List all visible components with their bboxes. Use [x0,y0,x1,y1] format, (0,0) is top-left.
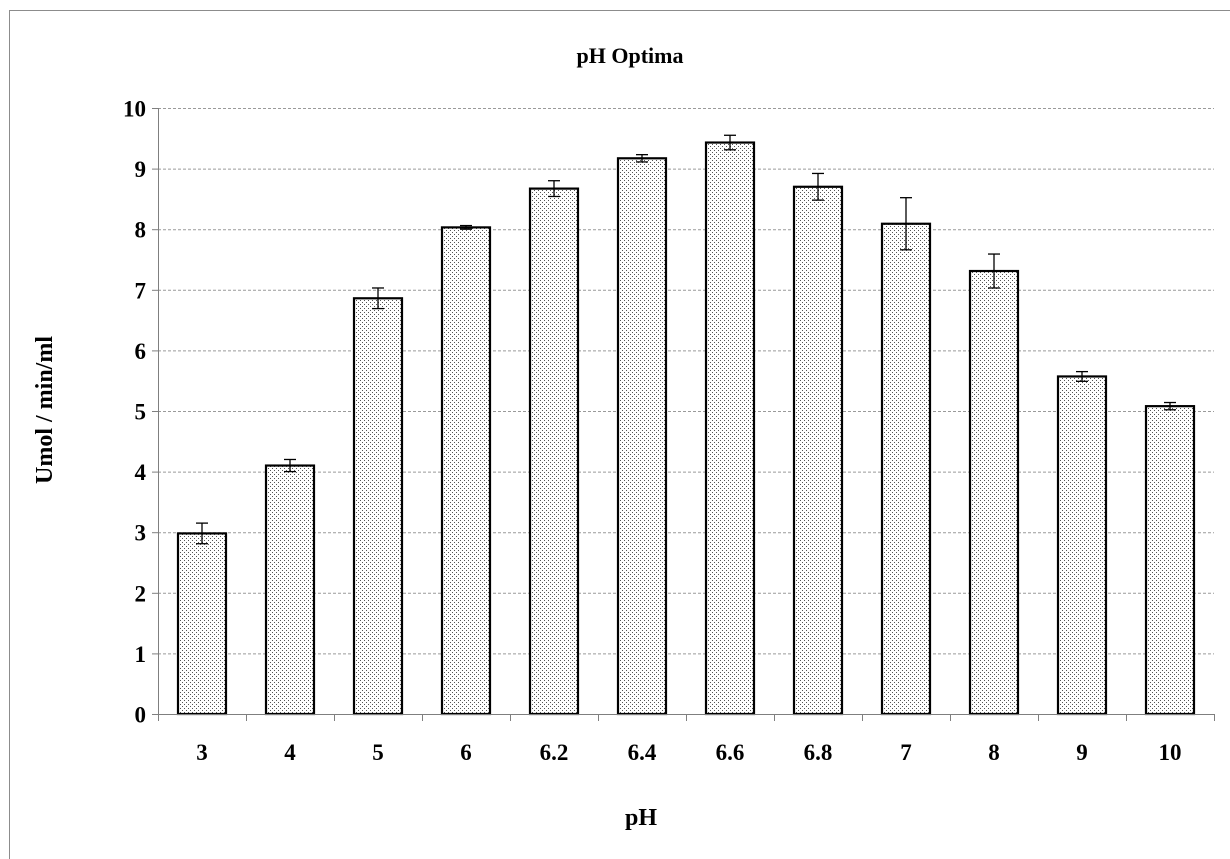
x-tick-label: 6.8 [804,740,833,765]
x-tick-label: 5 [372,740,384,765]
y-tick-label: 4 [135,460,147,485]
x-tick-label: 10 [1159,740,1182,765]
x-tick-label: 6.2 [540,740,569,765]
y-tick-label: 8 [135,218,147,243]
x-tick-label: 6.4 [628,740,657,765]
bar [528,187,580,716]
bar [352,297,404,716]
y-axis-title: Umol / min/ml [32,336,58,484]
chart-frame [9,10,1230,859]
y-tick-label: 6 [135,339,147,364]
tick-labels: 0 1 2 3 4 5 6 7 8 9 10 3 4 5 6 6.2 6.4 6.6 6.8 7 8 9 10 [123,97,1182,766]
y-tick-label: 7 [135,278,147,303]
x-tick-label: 7 [900,740,912,765]
y-tick-label: 1 [135,642,147,667]
bar [880,222,932,716]
y-tick-label: 3 [135,521,147,546]
y-tick-label: 9 [135,157,147,182]
x-tick-label: 4 [284,740,296,765]
x-tick-label: 3 [196,740,208,765]
x-tick-label: 8 [988,740,1000,765]
bar [968,269,1020,716]
y-tick-label: 2 [135,581,147,606]
y-tick-label: 5 [135,400,147,425]
x-tick-label: 6.6 [716,740,745,765]
bar [176,532,228,716]
x-axis-title: pH [625,805,657,831]
bar [792,185,844,716]
y-tick-label: 10 [123,97,146,122]
axes [152,108,1215,721]
chart-title: pH Optima [577,43,684,68]
bar [1144,405,1196,716]
x-tick-label: 9 [1076,740,1088,765]
gridlines [158,108,1214,655]
bars [176,134,1196,716]
bar [616,157,668,716]
bar [1056,375,1108,716]
bar [704,141,756,716]
y-tick-label: 0 [135,703,147,728]
x-tick-label: 6 [460,740,472,765]
bar [264,464,316,716]
bar [440,226,492,716]
